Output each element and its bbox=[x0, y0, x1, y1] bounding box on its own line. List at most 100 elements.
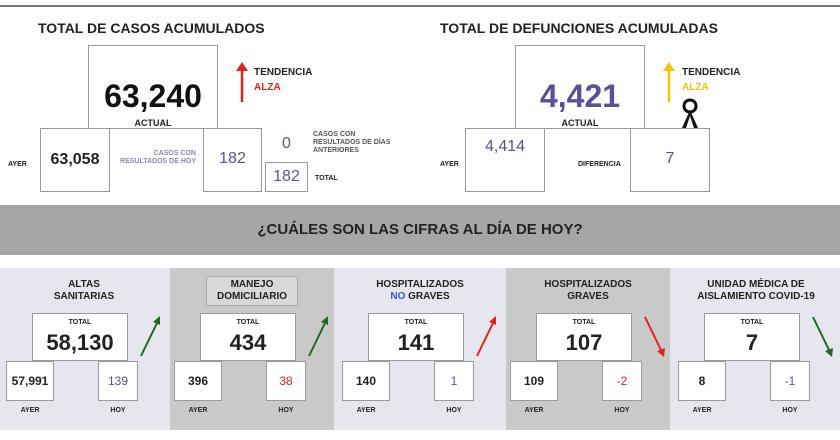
title-text: HOSPITALIZADOS bbox=[376, 279, 464, 290]
trend-value: ALZA bbox=[682, 82, 709, 93]
card: UNIDAD MÉDICA DE AISLAMIENTO COVID-19 TOTA… bbox=[674, 268, 838, 430]
card: HOSPITALIZADOS NO GRAVES TOTAL 141 140 1 AYER H… bbox=[338, 268, 502, 430]
card-title: AISLAMIENTO COVID-19 bbox=[674, 291, 838, 302]
today-value: -1 bbox=[784, 374, 796, 388]
card-title: HOSPITALIZADOS bbox=[506, 279, 670, 290]
trend-arrow bbox=[476, 316, 496, 357]
total-label: ACTUAL bbox=[561, 118, 599, 128]
total-box bbox=[32, 313, 128, 361]
total-box bbox=[88, 45, 218, 129]
total-box bbox=[200, 313, 296, 361]
previous-label: CASOS CON RESULTADOS DE DÍAS ANTERIORES bbox=[313, 131, 391, 154]
yesterday-box bbox=[678, 361, 726, 401]
today-label: HOY bbox=[110, 407, 126, 414]
yesterday-box bbox=[174, 361, 222, 401]
yesterday-box bbox=[465, 128, 545, 192]
title-text: UNIDAD MÉDICA DE bbox=[707, 279, 805, 290]
section-title: TOTAL DE DEFUNCIONES ACUMULADAS bbox=[440, 20, 718, 36]
yesterday-box bbox=[40, 128, 110, 192]
card-title: SANITARIAS bbox=[2, 291, 166, 302]
card-title: ALTAS bbox=[2, 279, 166, 290]
trend-label: TENDENCIA bbox=[254, 67, 313, 78]
card-title: GRAVES bbox=[506, 291, 670, 302]
total-box bbox=[536, 313, 632, 361]
yesterday-label: AYER bbox=[20, 407, 40, 414]
section-title: TOTAL DE CASOS ACUMULADOS bbox=[38, 20, 265, 36]
title-text: HOSPITALIZADOS bbox=[544, 279, 632, 290]
yesterday-box bbox=[510, 361, 558, 401]
title-text: NO bbox=[390, 291, 406, 302]
today-value: -2 bbox=[616, 374, 628, 388]
trend-arrow bbox=[812, 316, 833, 357]
total-label: ACTUAL bbox=[134, 118, 172, 128]
card-title: NO GRAVES bbox=[338, 291, 502, 302]
total-value: 434 bbox=[229, 330, 267, 355]
trend-arrow bbox=[308, 316, 328, 357]
card: MANEJO DOMICILIARIO TOTAL 434 396 38 AYER HOY bbox=[170, 268, 334, 430]
today-box bbox=[434, 361, 474, 401]
trend-arrow bbox=[236, 62, 248, 102]
total-label: TOTAL bbox=[68, 319, 92, 326]
total-value: 141 bbox=[397, 330, 435, 355]
total-box bbox=[704, 313, 800, 361]
sum-box bbox=[265, 162, 308, 192]
title-text: GRAVES bbox=[567, 291, 609, 302]
trend-arrow bbox=[140, 316, 160, 357]
today-box bbox=[770, 361, 810, 401]
trend-arrow bbox=[663, 62, 675, 102]
yesterday-value: 109 bbox=[523, 374, 545, 388]
card: ALTAS SANITARIAS TOTAL 58,130 57,991 139 AYER H… bbox=[2, 268, 166, 430]
mourning-ribbon bbox=[682, 98, 698, 128]
total-label: TOTAL bbox=[236, 319, 260, 326]
total-value: 7 bbox=[745, 330, 759, 355]
card-title: HOSPITALIZADOS bbox=[338, 279, 502, 290]
sum-value: 182 bbox=[273, 168, 300, 185]
yesterday-value: 63,058 bbox=[50, 151, 100, 168]
today-value: 182 bbox=[219, 150, 246, 167]
today-value: 1 bbox=[450, 374, 458, 388]
card-title: UNIDAD MÉDICA DE bbox=[674, 279, 838, 290]
total-box bbox=[368, 313, 464, 361]
today-box bbox=[203, 128, 262, 192]
total-value: 63,240 bbox=[104, 78, 202, 114]
yesterday-value: 8 bbox=[698, 374, 706, 388]
today-value: 139 bbox=[107, 374, 129, 388]
total-label: TOTAL bbox=[404, 319, 428, 326]
banner-text: ¿CUÁLES SON LAS CIFRAS AL DÍA DE HOY? bbox=[257, 221, 583, 238]
card-title: DOMICILIARIO bbox=[170, 291, 334, 302]
top-rule bbox=[0, 5, 840, 7]
banner bbox=[0, 205, 840, 255]
total-label: TOTAL bbox=[572, 319, 596, 326]
trend-arrow bbox=[644, 316, 665, 357]
title-text: GRAVES bbox=[405, 291, 450, 302]
yesterday-label: AYER bbox=[356, 407, 376, 414]
yesterday-label: AYER bbox=[440, 161, 459, 168]
today-box bbox=[266, 361, 306, 401]
yesterday-label: AYER bbox=[188, 407, 208, 414]
yesterday-box bbox=[342, 361, 390, 401]
yesterday-label: AYER bbox=[8, 161, 27, 168]
title-box bbox=[206, 276, 298, 306]
total-label: TOTAL bbox=[740, 319, 764, 326]
title-text: DOMICILIARIO bbox=[217, 291, 287, 302]
previous-value: 0 bbox=[282, 135, 291, 152]
today-box bbox=[98, 361, 138, 401]
total-value: 107 bbox=[565, 330, 603, 355]
yesterday-label: AYER bbox=[692, 407, 712, 414]
yesterday-value: 140 bbox=[355, 374, 377, 388]
title-text: SANITARIAS bbox=[53, 291, 115, 302]
cards-area: ALTAS SANITARIAS TOTAL 58,130 57,991 139 AYER H… bbox=[0, 268, 840, 430]
difference-label: DIFERENCIA bbox=[578, 161, 621, 168]
today-label: HOY bbox=[782, 407, 798, 414]
total-box bbox=[515, 45, 645, 129]
today-label: CASOS CON RESULTADOS DE HOY bbox=[120, 150, 196, 165]
total-value: 4,421 bbox=[539, 78, 621, 114]
yesterday-label: AYER bbox=[524, 407, 544, 414]
title-text: MANEJO bbox=[230, 279, 274, 290]
today-label: HOY bbox=[278, 407, 294, 414]
today-box bbox=[602, 361, 642, 401]
title-text: AISLAMIENTO COVID-19 bbox=[697, 291, 815, 302]
total-value: 58,130 bbox=[46, 330, 114, 355]
card: HOSPITALIZADOS GRAVES TOTAL 107 109 -2 AYER HOY bbox=[506, 268, 670, 430]
